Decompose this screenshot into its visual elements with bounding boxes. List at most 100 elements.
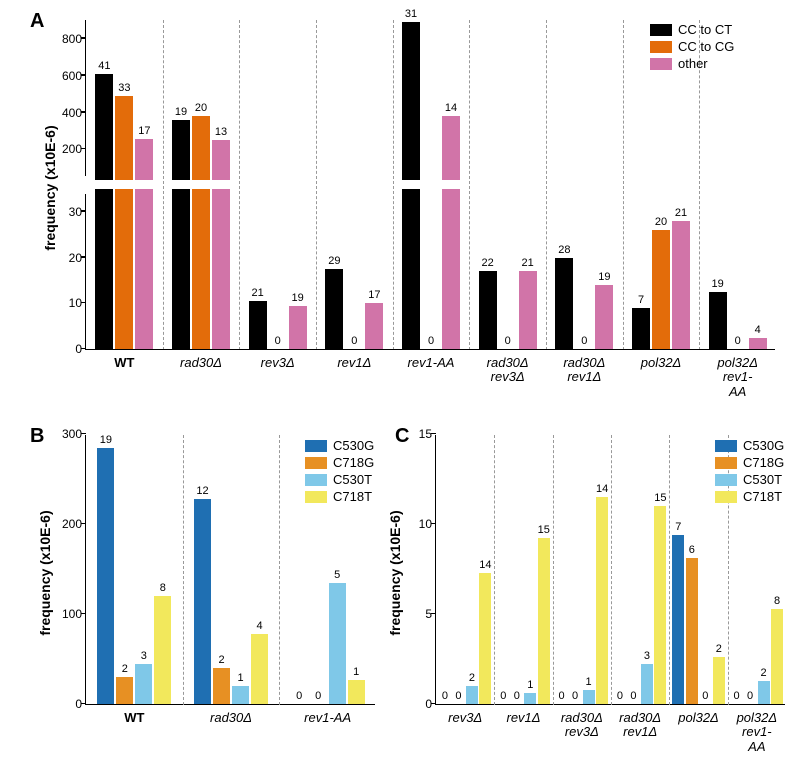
bar <box>686 558 698 704</box>
bar <box>115 189 133 349</box>
bar-value-label: 6 <box>689 544 695 556</box>
bar-value-label: 13 <box>215 126 227 138</box>
bar-value-label: 1 <box>527 679 533 691</box>
legend-label: C718G <box>743 455 784 470</box>
bar-value-label: 0 <box>505 335 511 347</box>
bar <box>192 189 210 349</box>
bar <box>212 189 230 349</box>
bar-value-label: 20 <box>655 216 667 228</box>
x-category-label: rev3Δ <box>448 711 482 725</box>
panel-a-legend: CC to CTCC to CGother <box>650 22 734 73</box>
bar-value-label: 33 <box>118 82 130 94</box>
bar <box>154 596 171 704</box>
bar <box>251 634 268 704</box>
bar-value-label: 41 <box>98 60 110 72</box>
legend-item: C530G <box>715 438 784 453</box>
bar-value-label: 28 <box>558 244 570 256</box>
legend-item: C530T <box>715 472 784 487</box>
panel-c-y-title: frequency (x10E-6) <box>387 483 403 663</box>
x-category-label: rad30Δ <box>210 711 252 725</box>
bar-value-label: 14 <box>445 102 457 114</box>
bar-value-label: 17 <box>368 289 380 301</box>
x-category-label: rev1Δ <box>337 356 371 370</box>
bar <box>115 96 133 180</box>
legend-item: C530T <box>305 472 374 487</box>
x-category-label: WT <box>114 356 134 370</box>
bar-value-label: 1 <box>586 676 592 688</box>
x-category-label: rev3Δ <box>261 356 295 370</box>
bar <box>348 680 365 704</box>
legend-item: other <box>650 56 734 71</box>
x-category-label: rev1-AA <box>304 711 351 725</box>
bar-value-label: 20 <box>195 102 207 114</box>
bar <box>641 664 653 704</box>
x-category-label: rad30Δrev3Δ <box>487 356 529 385</box>
bar <box>212 140 230 180</box>
panel-a-y-title: frequency (x10E-6) <box>42 108 58 268</box>
bar-value-label: 14 <box>596 483 608 495</box>
x-category-label: pol32Δrev1-AA <box>737 711 778 754</box>
bar <box>172 189 190 349</box>
bar-value-label: 4 <box>755 324 761 336</box>
figure-root: A 2004006008004133171920133114 0102030WT… <box>0 0 800 773</box>
bar <box>654 506 666 704</box>
bar-value-label: 15 <box>654 492 666 504</box>
bar-value-label: 19 <box>100 434 112 446</box>
bar <box>713 657 725 704</box>
panel-label-b: B <box>30 425 44 448</box>
bar <box>289 306 307 349</box>
bar <box>402 189 420 349</box>
panel-c-legend: C530G C718G C530T C718T <box>715 438 784 506</box>
bar-value-label: 0 <box>630 690 636 702</box>
bar <box>538 538 550 704</box>
legend-label: C530T <box>333 472 372 487</box>
legend-label: C530G <box>743 438 784 453</box>
legend-swatch <box>715 440 737 452</box>
bar-value-label: 19 <box>175 106 187 118</box>
legend-label: other <box>678 56 708 71</box>
legend-swatch <box>715 474 737 486</box>
bar <box>325 269 343 349</box>
bar <box>116 677 133 704</box>
legend-label: C718T <box>333 489 372 504</box>
x-category-label: rev1Δ <box>506 711 540 725</box>
bar-value-label: 19 <box>292 292 304 304</box>
legend-label: C718T <box>743 489 782 504</box>
legend-item: C530G <box>305 438 374 453</box>
bar-value-label: 29 <box>328 255 340 267</box>
legend-swatch <box>650 41 672 53</box>
bar <box>771 609 783 704</box>
bar-value-label: 2 <box>469 672 475 684</box>
bar <box>479 573 491 704</box>
bar-value-label: 0 <box>296 690 302 702</box>
bar <box>749 338 767 349</box>
bar <box>596 497 608 704</box>
bar-value-label: 8 <box>160 582 166 594</box>
legend-swatch <box>650 24 672 36</box>
bar <box>555 258 573 349</box>
bar <box>402 22 420 180</box>
bar <box>213 668 230 704</box>
bar-value-label: 0 <box>455 690 461 702</box>
bar <box>595 285 613 349</box>
bar-value-label: 19 <box>598 271 610 283</box>
legend-item: C718G <box>715 455 784 470</box>
legend-label: C530G <box>333 438 374 453</box>
x-category-label: pol32Δ <box>641 356 682 370</box>
bar <box>652 230 670 349</box>
bar-value-label: 3 <box>141 650 147 662</box>
bar-value-label: 2 <box>218 654 224 666</box>
bar-value-label: 0 <box>747 690 753 702</box>
bar-value-label: 7 <box>675 521 681 533</box>
bar-value-label: 0 <box>559 690 565 702</box>
bar-value-label: 2 <box>122 663 128 675</box>
bar <box>135 664 152 705</box>
bar <box>135 189 153 349</box>
bar-value-label: 14 <box>479 559 491 571</box>
panel-label-a: A <box>30 10 44 33</box>
bar <box>466 686 478 704</box>
bar-value-label: 0 <box>428 335 434 347</box>
legend-label: C718G <box>333 455 374 470</box>
legend-item: CC to CT <box>650 22 734 37</box>
bar <box>672 221 690 349</box>
